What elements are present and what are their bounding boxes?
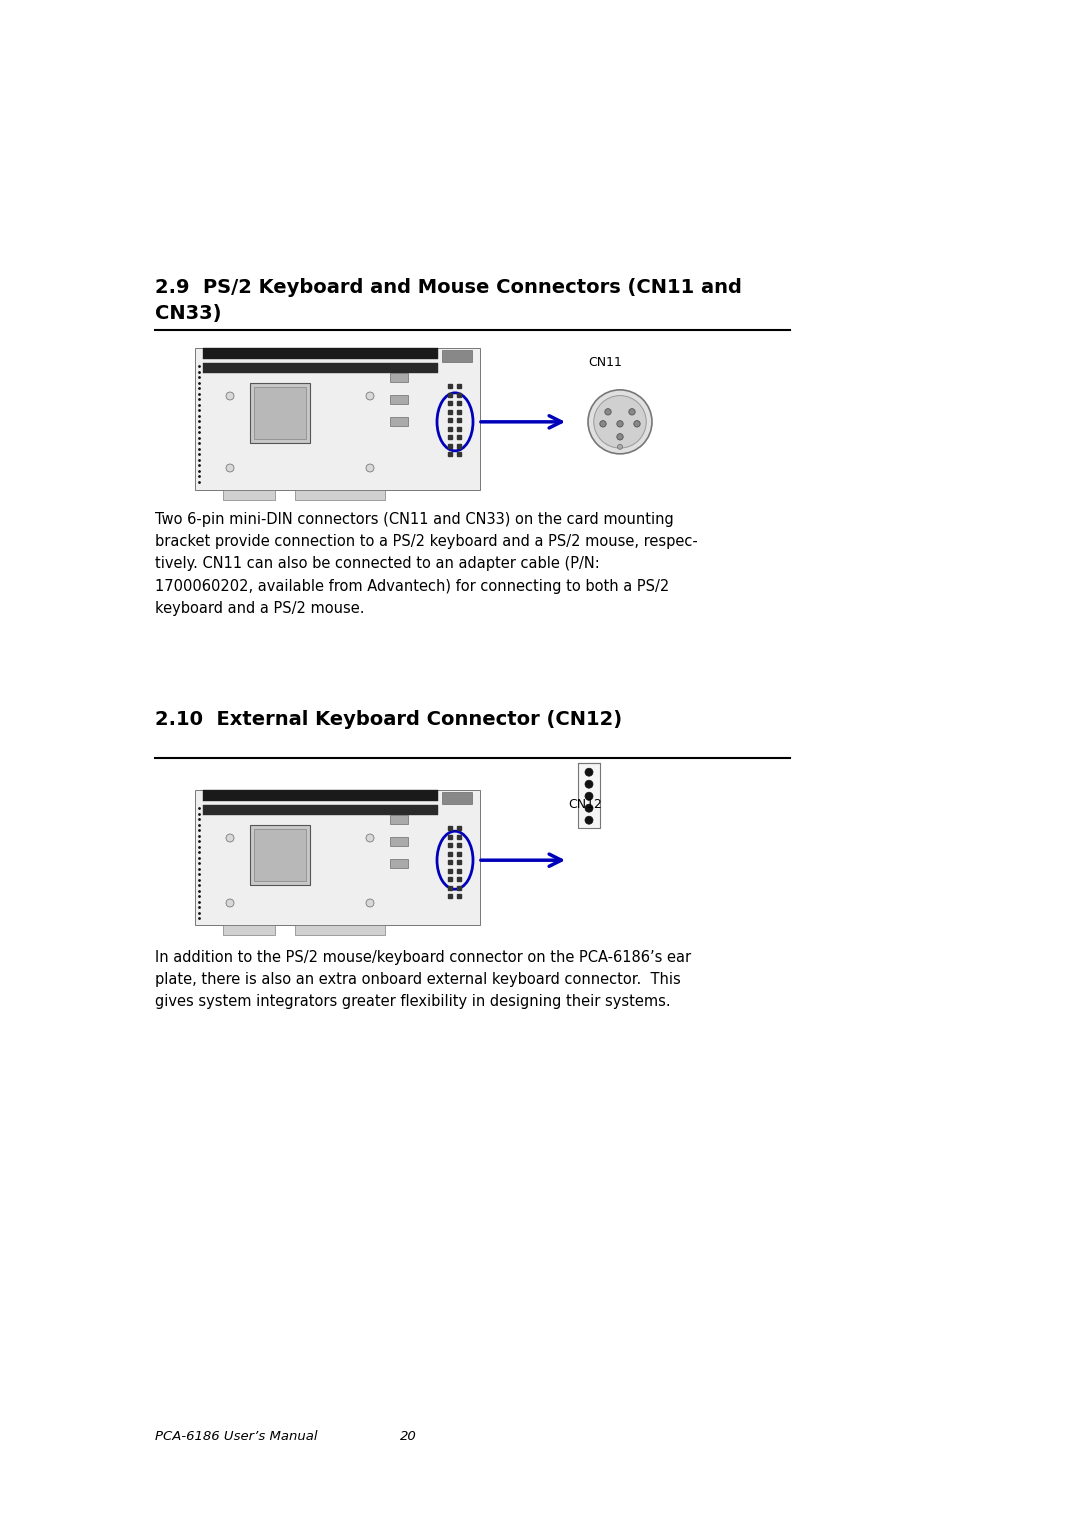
- Circle shape: [585, 769, 593, 776]
- Bar: [390, 837, 408, 847]
- Bar: [203, 790, 438, 801]
- Bar: [390, 814, 408, 824]
- Bar: [222, 924, 275, 935]
- Bar: [442, 350, 472, 362]
- Bar: [295, 490, 384, 500]
- Bar: [249, 384, 310, 443]
- Circle shape: [366, 898, 374, 908]
- Circle shape: [588, 390, 652, 454]
- Text: PCA-6186 User’s Manual: PCA-6186 User’s Manual: [156, 1430, 318, 1442]
- Bar: [390, 373, 408, 382]
- Bar: [254, 830, 306, 882]
- Circle shape: [599, 420, 606, 426]
- Circle shape: [629, 408, 635, 416]
- Text: 2.10  External Keyboard Connector (CN12): 2.10 External Keyboard Connector (CN12): [156, 711, 622, 729]
- Circle shape: [617, 420, 623, 426]
- Circle shape: [618, 445, 622, 449]
- Circle shape: [226, 393, 234, 400]
- Bar: [254, 387, 306, 439]
- Circle shape: [366, 465, 374, 472]
- Bar: [195, 348, 480, 490]
- Bar: [390, 417, 408, 426]
- Bar: [203, 348, 438, 359]
- Text: CN11: CN11: [588, 356, 622, 368]
- Bar: [249, 825, 310, 885]
- Bar: [203, 805, 438, 814]
- Circle shape: [226, 465, 234, 472]
- Bar: [203, 364, 438, 373]
- Circle shape: [634, 420, 640, 426]
- Bar: [390, 396, 408, 403]
- Text: 2.9  PS/2 Keyboard and Mouse Connectors (CN11 and: 2.9 PS/2 Keyboard and Mouse Connectors (…: [156, 278, 742, 296]
- Circle shape: [366, 393, 374, 400]
- Text: 20: 20: [400, 1430, 417, 1442]
- Circle shape: [226, 834, 234, 842]
- Text: CN33): CN33): [156, 304, 221, 322]
- Circle shape: [605, 408, 611, 416]
- Bar: [442, 792, 472, 804]
- Bar: [295, 924, 384, 935]
- Text: CN12: CN12: [568, 798, 602, 811]
- Circle shape: [594, 396, 646, 448]
- Circle shape: [366, 834, 374, 842]
- Bar: [222, 490, 275, 500]
- Bar: [578, 762, 600, 828]
- Circle shape: [585, 816, 593, 824]
- Circle shape: [585, 781, 593, 788]
- Circle shape: [617, 434, 623, 440]
- Text: Two 6-pin mini-DIN connectors (CN11 and CN33) on the card mounting
bracket provi: Two 6-pin mini-DIN connectors (CN11 and …: [156, 512, 698, 616]
- Circle shape: [226, 898, 234, 908]
- Bar: [390, 859, 408, 868]
- Text: In addition to the PS/2 mouse/keyboard connector on the PCA-6186’s ear
plate, th: In addition to the PS/2 mouse/keyboard c…: [156, 950, 691, 1010]
- Bar: [195, 790, 480, 924]
- Circle shape: [585, 792, 593, 801]
- Circle shape: [585, 804, 593, 813]
